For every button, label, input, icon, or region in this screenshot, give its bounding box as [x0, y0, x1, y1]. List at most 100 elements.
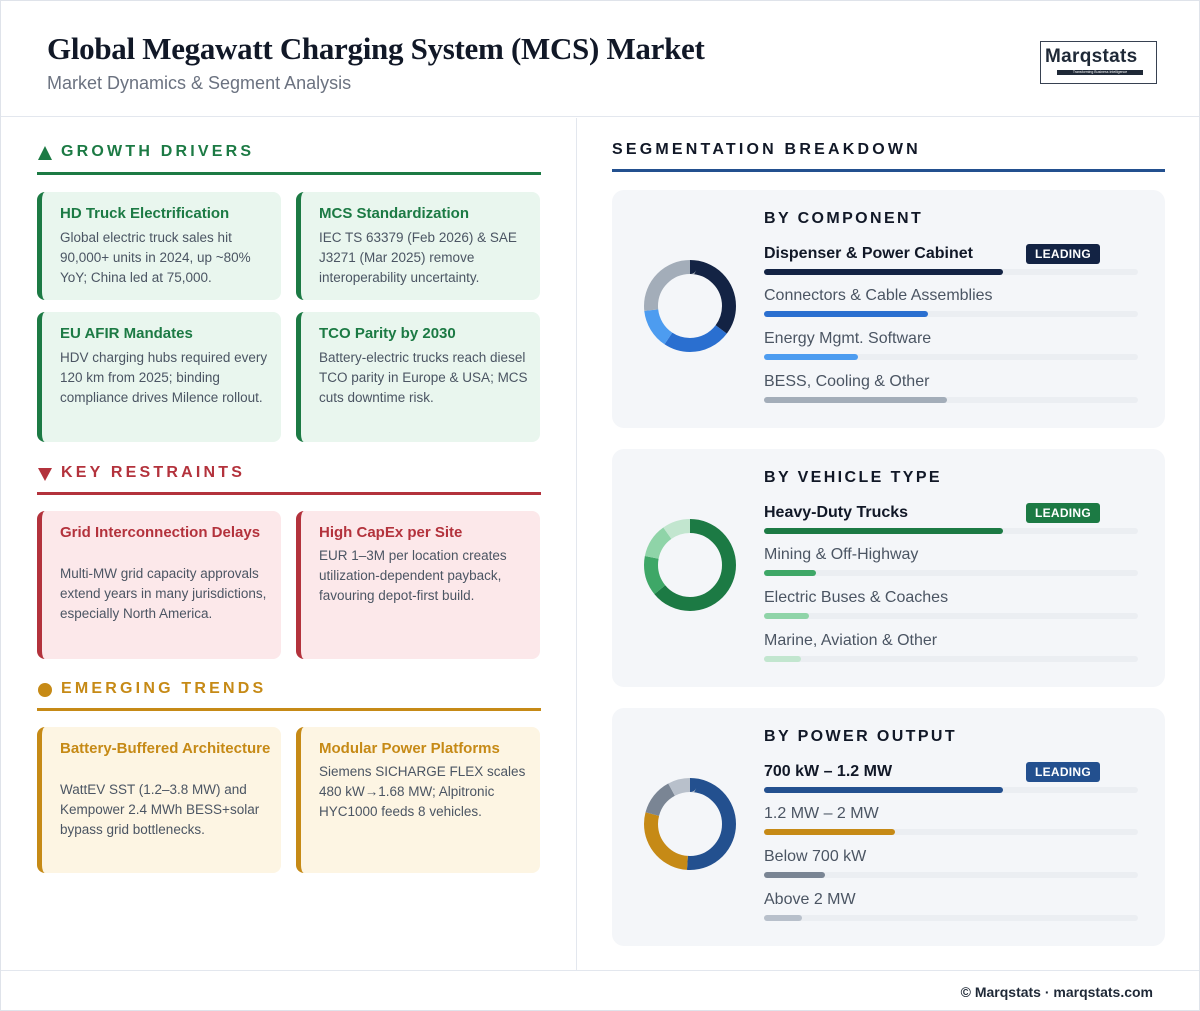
segment-bar: [764, 613, 809, 619]
segment-bar: [764, 570, 817, 576]
logo-bar: [1057, 70, 1143, 75]
key-restraints-label: KEY RESTRAINTS: [61, 464, 246, 481]
driver-card: MCS Standardization IEC TS 63379 (Feb 20…: [296, 192, 540, 300]
triangle-up-icon: [38, 146, 52, 160]
logo-name: Marqstats: [1045, 46, 1138, 67]
emerging-trends-label: EMERGING TRENDS: [61, 680, 267, 697]
restraint-card: Grid Interconnection Delays Multi-MW gri…: [37, 511, 281, 659]
card-body: WattEV SST (1.2–3.8 MW) and Kempower 2.4…: [60, 782, 260, 837]
segment-panel-power-output: BY POWER OUTPUT 700 kW – 1.2 MW LEADING …: [612, 708, 1165, 946]
card-title: Grid Interconnection Delays: [60, 524, 261, 541]
segment-label: Above 2 MW: [764, 891, 856, 908]
segment-track: [764, 354, 1138, 360]
card-title: Battery-Buffered Architecture: [60, 740, 271, 757]
segment-track: [764, 915, 1138, 921]
header: Global Megawatt Charging System (MCS) Ma…: [1, 1, 1199, 117]
segment-bar: [764, 829, 896, 835]
trend-card: Battery-Buffered Architecture WattEV SST…: [37, 727, 281, 873]
segment-row: Above 2 MW: [764, 891, 1138, 931]
segment-label: Energy Mgmt. Software: [764, 330, 932, 347]
segment-row: Heavy-Duty Trucks LEADING: [764, 503, 1138, 544]
circle-icon: [38, 683, 52, 697]
segment-bar: [764, 656, 802, 662]
segment-label: Connectors & Cable Assemblies: [764, 287, 993, 304]
page-title: Global Megawatt Charging System (MCS) Ma…: [47, 31, 705, 66]
segment-row: Dispenser & Power Cabinet LEADING: [764, 244, 1138, 285]
segment-track: [764, 397, 1138, 403]
segment-row: 700 kW – 1.2 MW LEADING: [764, 762, 1138, 803]
card-body: Multi-MW grid capacity approvals extend …: [60, 566, 267, 621]
segment-label: Mining & Off-Highway: [764, 546, 919, 563]
donut-slice-3: [644, 519, 736, 611]
power-output-donut-chart: [644, 778, 736, 870]
panel-heading: BY VEHICLE TYPE: [764, 469, 942, 486]
leading-badge: LEADING: [1026, 762, 1100, 782]
segment-row: 1.2 MW – 2 MW: [764, 805, 1138, 845]
segment-track: [764, 787, 1138, 793]
component-donut-chart: [644, 260, 736, 352]
donut-slice-3: [644, 778, 736, 870]
segment-bar: [764, 872, 825, 878]
card-title: HD Truck Electrification: [60, 205, 230, 222]
card-body: HDV charging hubs required every 120 km …: [60, 350, 268, 405]
segment-track: [764, 269, 1138, 275]
segment-track: [764, 528, 1138, 534]
segment-bar: [764, 915, 802, 921]
segment-row: Marine, Aviation & Other: [764, 632, 1138, 672]
segment-row: BESS, Cooling & Other: [764, 373, 1138, 413]
segment-track: [764, 829, 1138, 835]
card-title: TCO Parity by 2030: [319, 325, 456, 342]
leading-badge: LEADING: [1026, 503, 1100, 523]
segment-label: 700 kW – 1.2 MW: [764, 763, 893, 780]
vehicle-type-donut-chart: [644, 519, 736, 611]
segment-bar: [764, 787, 1004, 793]
driver-card: EU AFIR Mandates HDV charging hubs requi…: [37, 312, 281, 442]
emerging-trends-heading: EMERGING TRENDS: [37, 678, 541, 704]
leading-badge: LEADING: [1026, 244, 1100, 264]
card-body: Siemens SICHARGE FLEX scales 480 kW→1.68…: [319, 764, 526, 819]
segment-label: Below 700 kW: [764, 848, 867, 865]
segment-track: [764, 570, 1138, 576]
growth-drivers-rule: [37, 172, 541, 175]
logo-tagline: Transforming Business Intelligence: [1072, 70, 1128, 74]
segment-row: Electric Buses & Coaches: [764, 589, 1138, 629]
donut-slice-1: [644, 778, 736, 870]
segment-label: Marine, Aviation & Other: [764, 632, 938, 649]
card-title: High CapEx per Site: [319, 524, 463, 541]
card-title: MCS Standardization: [319, 205, 470, 222]
segment-bar: [764, 311, 928, 317]
card-title: Modular Power Platforms: [319, 740, 500, 757]
segment-bar: [764, 397, 947, 403]
segment-bar: [764, 528, 1004, 534]
driver-card: HD Truck Electrification Global electric…: [37, 192, 281, 300]
growth-drivers-heading: GROWTH DRIVERS: [37, 141, 541, 167]
segment-track: [764, 656, 1138, 662]
card-title: EU AFIR Mandates: [60, 325, 193, 342]
card-body: EUR 1–3M per location creates utilizatio…: [319, 548, 507, 603]
column-divider: [576, 118, 577, 970]
segment-row: Connectors & Cable Assemblies: [764, 287, 1138, 327]
emerging-trends-rule: [37, 708, 541, 711]
segmentation-heading: SEGMENTATION BREAKDOWN: [612, 141, 921, 158]
marqstats-logo: Marqstats Transforming Business Intellig…: [1040, 41, 1157, 84]
segment-bar: [764, 354, 859, 360]
segment-row: Below 700 kW: [764, 848, 1138, 888]
key-restraints-heading: KEY RESTRAINTS: [37, 462, 541, 488]
segment-track: [764, 311, 1138, 317]
key-restraints-rule: [37, 492, 541, 495]
segment-panel-component: BY COMPONENT Dispenser & Power Cabinet L…: [612, 190, 1165, 428]
segment-bar: [764, 269, 1004, 275]
trend-card: Modular Power Platforms Siemens SICHARGE…: [296, 727, 540, 873]
segment-label: Electric Buses & Coaches: [764, 589, 949, 606]
donut-slice-1: [644, 519, 736, 611]
segment-label: BESS, Cooling & Other: [764, 373, 930, 390]
card-body: Battery-electric trucks reach diesel TCO…: [319, 350, 528, 405]
donut-slice-1: [644, 260, 736, 352]
driver-card: TCO Parity by 2030 Battery-electric truc…: [296, 312, 540, 442]
footer-credit: © Marqstats · marqstats.com: [960, 984, 1153, 1000]
segment-track: [764, 613, 1138, 619]
card-body: IEC TS 63379 (Feb 2026) & SAE J3271 (Mar…: [319, 230, 517, 285]
segment-row: Mining & Off-Highway: [764, 546, 1138, 586]
segmentation-rule: [612, 169, 1165, 172]
growth-drivers-label: GROWTH DRIVERS: [61, 143, 255, 160]
